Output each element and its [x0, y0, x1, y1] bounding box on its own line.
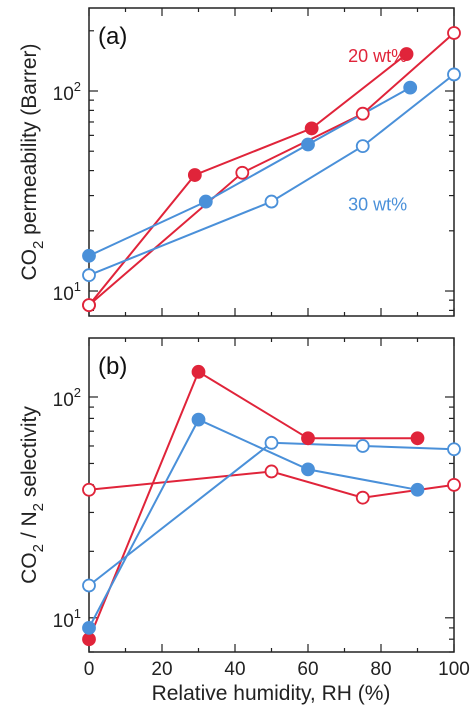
markers-b	[82, 364, 461, 647]
data-point-b-1	[355, 490, 370, 505]
y-tick-label-b: 102	[53, 385, 81, 411]
data-point-a-0	[187, 168, 202, 182]
y-axis-label-b-main: CO	[18, 552, 41, 584]
data-point-a-1	[235, 165, 250, 180]
data-point-a-3	[355, 139, 370, 154]
y-tick-label-base: 10	[53, 390, 74, 411]
lines-b	[88, 370, 455, 640]
y-axis-label-b-rest: selectivity	[18, 406, 41, 503]
y-tick-label-base: 10	[53, 84, 74, 105]
x-tick-label: 20	[151, 659, 172, 680]
y-tick-label-exp: 1	[74, 606, 81, 621]
series-line-b-2	[88, 418, 418, 629]
data-point-a-2	[198, 194, 213, 209]
series-line-a-3	[88, 73, 455, 277]
series-line-b-1	[88, 470, 455, 499]
plot-frame-b	[88, 337, 455, 653]
data-point-b-0	[410, 431, 425, 446]
x-tick-label: 80	[370, 659, 391, 680]
data-point-a-1	[82, 298, 96, 313]
data-point-a-2	[403, 80, 418, 95]
y-axis-label-b-mid: / N	[18, 511, 41, 544]
lines-a	[88, 32, 455, 306]
y-axis-label-a-main: CO	[18, 249, 41, 281]
y-axis-label-b-sub2: 2	[30, 503, 47, 511]
y-axis-label-a-rest: permeability (Barrer)	[18, 43, 41, 240]
y-axis-label-a: CO2 permeability (Barrer)	[18, 43, 47, 280]
data-point-a-3	[264, 194, 279, 209]
x-tick-label: 60	[297, 659, 318, 680]
data-point-b-0	[301, 431, 315, 446]
annotation-20wt: 20 wt%	[348, 46, 407, 66]
data-point-b-1	[447, 477, 461, 492]
data-point-b-3	[82, 578, 96, 593]
data-point-b-3	[355, 439, 370, 453]
data-point-b-2	[82, 621, 96, 635]
annotation-30wt: 30 wt%	[348, 195, 407, 215]
y-tick-label-base: 10	[53, 611, 74, 632]
markers-a	[82, 26, 461, 313]
series-line-b-3	[88, 441, 455, 587]
data-point-a-3	[82, 268, 96, 283]
data-point-a-1	[447, 26, 461, 40]
x-tick-label: 0	[84, 659, 95, 680]
data-point-b-0	[82, 632, 96, 647]
y-axis-label-a-sub: 2	[30, 241, 47, 249]
y-tick-label-a: 102	[53, 79, 81, 105]
series-line-b-0	[88, 370, 418, 640]
data-point-b-2	[410, 482, 425, 497]
y-tick-label-a: 101	[53, 279, 81, 305]
data-point-a-2	[301, 137, 315, 152]
series-line-a-1	[88, 32, 455, 306]
y-tick-label-exp: 2	[74, 79, 81, 94]
data-point-a-1	[355, 106, 370, 121]
x-tick-label: 100	[438, 659, 470, 680]
x-axis-label: Relative humidity, RH (%)	[152, 682, 391, 705]
y-axis-label-b: CO2 / N2 selectivity	[18, 406, 47, 584]
data-point-b-3	[447, 442, 461, 457]
series-line-a-0	[88, 53, 408, 306]
data-point-b-1	[82, 482, 96, 497]
data-point-a-3	[447, 67, 461, 82]
x-tick-label: 40	[224, 659, 245, 680]
data-point-a-0	[399, 47, 414, 61]
y-tick-label-base: 10	[53, 284, 74, 305]
y-tick-label-exp: 1	[74, 279, 81, 294]
y-tick-label-exp: 2	[74, 385, 81, 400]
data-point-a-2	[82, 248, 96, 263]
data-point-b-2	[301, 462, 315, 477]
y-tick-label-b: 101	[53, 606, 81, 632]
data-point-b-1	[264, 464, 279, 479]
data-point-b-0	[191, 364, 206, 379]
x-tick-labels: 0 20 40 60 80 100	[84, 659, 470, 680]
data-point-b-2	[191, 412, 206, 427]
panel-label-a: (a)	[98, 23, 127, 50]
y-axis-label-b-sub: 2	[30, 544, 47, 552]
data-point-a-0	[304, 121, 319, 136]
panel-label-b: (b)	[98, 353, 127, 380]
data-point-b-3	[264, 435, 279, 450]
